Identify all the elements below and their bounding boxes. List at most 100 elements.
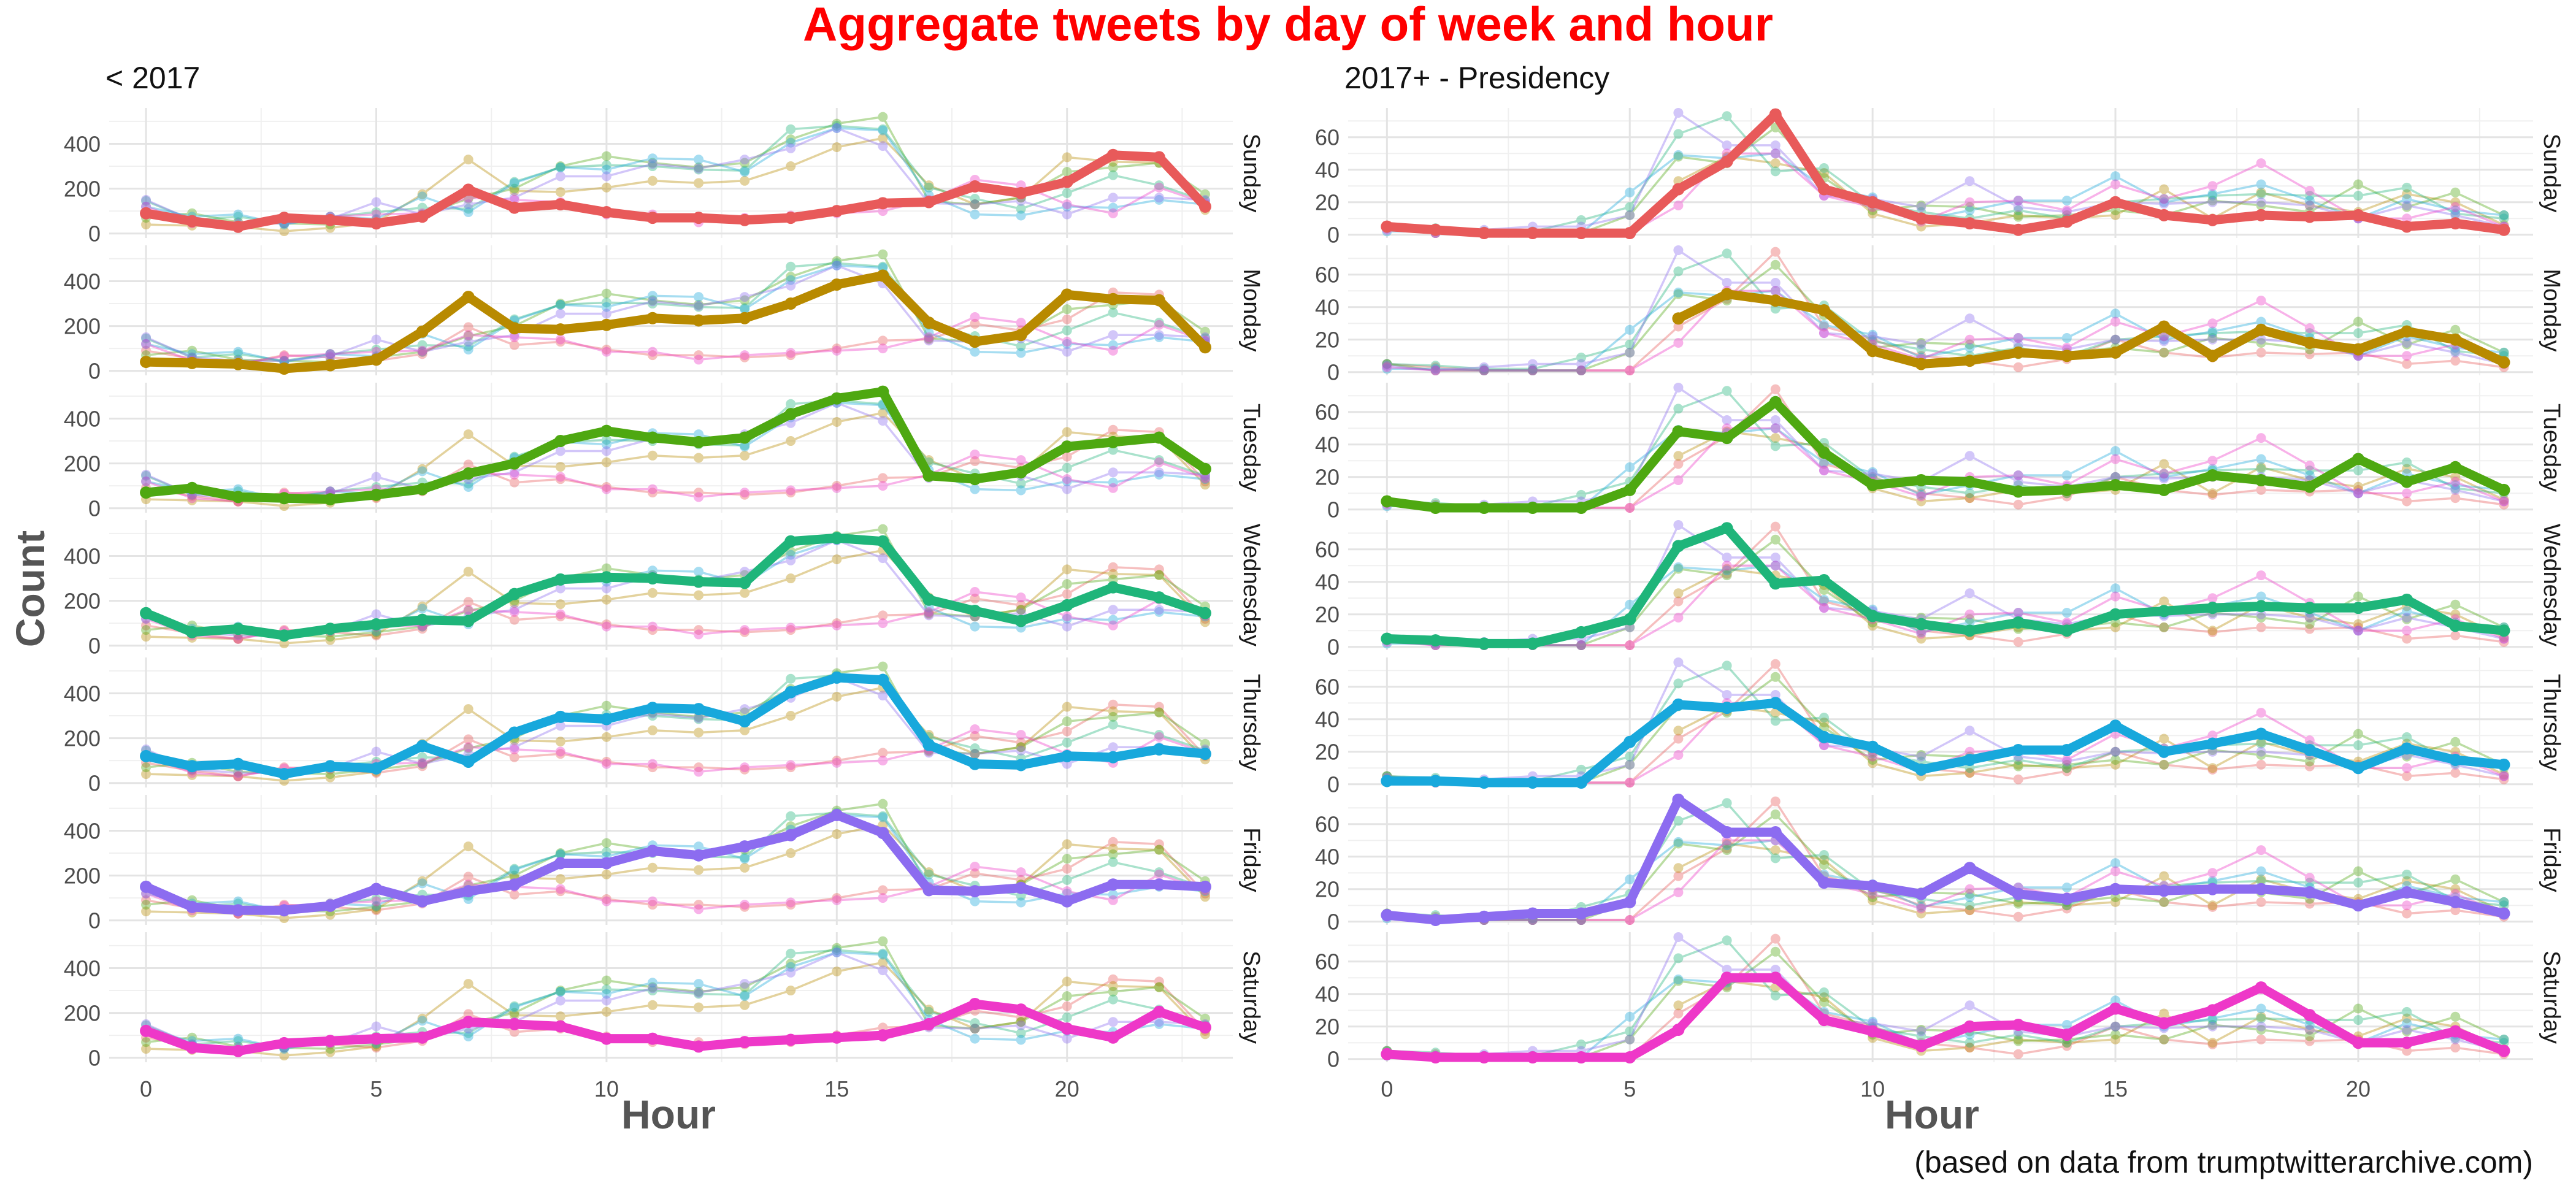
series-point-tuesday <box>1866 478 1879 491</box>
y-tick-label: 20 <box>1315 465 1340 490</box>
background-point <box>233 634 243 644</box>
background-point <box>2402 338 2412 348</box>
background-series-wednesday <box>1382 386 2509 511</box>
background-point <box>555 162 565 172</box>
series-point-saturday <box>2303 1009 2316 1022</box>
background-point <box>2402 359 2412 369</box>
series-point-tuesday <box>830 392 843 405</box>
background-point <box>2304 201 2315 210</box>
background-point <box>555 746 565 757</box>
background-point <box>2207 189 2218 199</box>
background-point <box>1625 1034 1635 1044</box>
background-point <box>1576 764 1587 775</box>
background-point <box>740 295 750 305</box>
background-point <box>601 308 611 319</box>
series-point-wednesday <box>2401 593 2413 606</box>
background-point <box>2110 316 2121 327</box>
facet-strip-label: Tuesday <box>1238 404 1264 492</box>
background-point <box>1965 339 1975 350</box>
background-point <box>601 989 611 999</box>
series-point-sunday <box>1060 175 1073 188</box>
background-point <box>647 291 657 301</box>
background-point <box>463 1028 473 1038</box>
series-point-sunday <box>324 213 337 226</box>
series-point-thursday <box>1672 698 1685 711</box>
background-point <box>233 349 243 359</box>
background-point <box>1673 887 1684 897</box>
background-point <box>2450 485 2461 495</box>
background-point <box>463 742 473 753</box>
background-point <box>233 212 243 222</box>
background-point <box>1868 467 1878 477</box>
background-point <box>2061 207 2072 217</box>
background-point <box>601 1006 611 1017</box>
background-point <box>2013 196 2023 206</box>
background-point <box>1770 286 1781 296</box>
series-point-saturday <box>508 1017 521 1030</box>
facet-strip-label: Thursday <box>2539 674 2564 771</box>
series-point-monday <box>462 291 475 304</box>
background-point <box>371 905 381 916</box>
background-point <box>832 260 842 270</box>
background-point <box>878 481 888 491</box>
background-point <box>371 344 381 354</box>
background-point <box>740 450 750 461</box>
series-line-tuesday <box>1382 397 2509 513</box>
series-point-monday <box>1817 304 1830 316</box>
background-point <box>878 125 888 136</box>
background-point <box>1062 1012 1072 1022</box>
series-line-friday <box>1382 795 2509 925</box>
background-point <box>1154 605 1164 615</box>
series-point-friday <box>2109 883 2122 895</box>
background-point <box>1770 433 1781 443</box>
series-point-tuesday <box>1381 495 1393 508</box>
background-point <box>555 848 565 859</box>
series-point-saturday <box>2352 1036 2364 1049</box>
series-point-wednesday <box>1817 574 1830 587</box>
background-point <box>233 768 243 778</box>
background-point <box>141 345 151 356</box>
series-point-friday <box>2449 895 2462 908</box>
series-point-monday <box>416 325 429 338</box>
background-point <box>2353 740 2363 751</box>
series-point-wednesday <box>1381 632 1393 645</box>
x-tick-label: 0 <box>140 1076 152 1101</box>
background-point <box>555 337 565 347</box>
series-point-wednesday <box>1106 581 1119 594</box>
series-line-monday <box>141 270 1210 374</box>
background-point <box>1625 347 1635 358</box>
background-point <box>1108 981 1118 991</box>
background-point <box>463 341 473 351</box>
y-tick-label: 60 <box>1315 812 1340 837</box>
series-point-saturday <box>646 1032 659 1045</box>
background-point <box>417 347 427 357</box>
series-point-tuesday <box>784 408 797 421</box>
series-point-thursday <box>600 713 613 726</box>
background-point <box>1965 1038 1975 1048</box>
background-point <box>1625 622 1635 632</box>
background-point <box>2207 197 2218 207</box>
background-point <box>2110 866 2121 876</box>
background-point <box>1722 964 1732 975</box>
background-point <box>2353 1015 2363 1025</box>
background-point <box>2110 472 2121 482</box>
background-point <box>2207 593 2218 603</box>
series-point-sunday <box>1106 148 1119 161</box>
background-point <box>2402 900 2412 911</box>
background-point <box>2353 481 2363 492</box>
background-point <box>970 749 980 759</box>
background-point <box>970 347 980 357</box>
series-point-tuesday <box>554 435 567 448</box>
background-point <box>1108 477 1118 488</box>
background-point <box>1770 158 1781 169</box>
series-point-thursday <box>1720 702 1733 715</box>
background-point <box>2159 759 2169 770</box>
background-series-monday <box>1673 701 2509 781</box>
series-point-saturday <box>278 1036 291 1049</box>
background-point <box>2499 769 2509 780</box>
series-point-sunday <box>1198 200 1211 213</box>
facet-strip-label: Friday <box>2539 827 2564 892</box>
background-point <box>2450 905 2461 916</box>
